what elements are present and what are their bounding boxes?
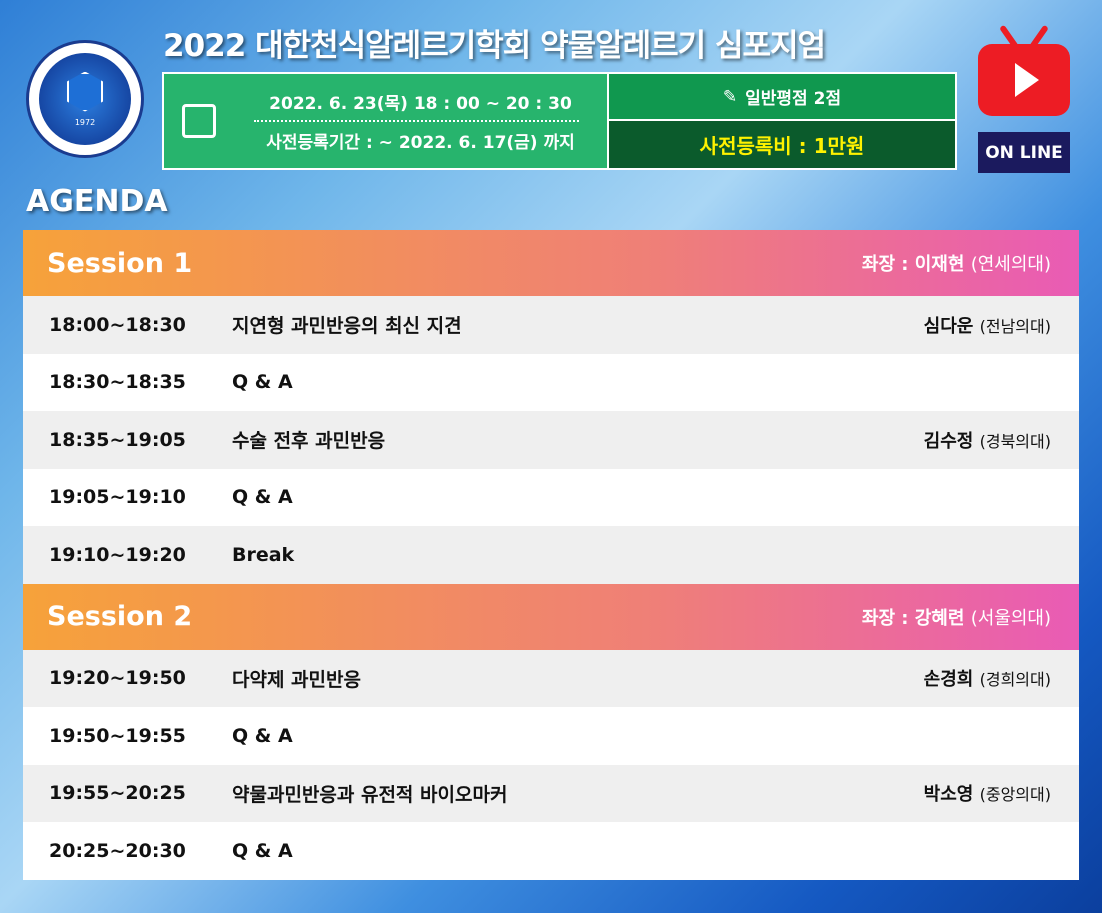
speaker: 김수정 (경북의대) <box>924 427 1051 453</box>
session-header: Session 1 좌장 : 이재현 (연세의대) <box>23 230 1079 296</box>
time-slot: 18:00~18:30 <box>49 313 186 336</box>
event-date: 2022. 6. 23(목) 18 : 00 ~ 20 : 30 <box>269 94 572 114</box>
agenda-row: 18:00~18:30 지연형 과민반응의 최신 지견 심다운 (전남의대) <box>23 296 1079 354</box>
speaker: 손경희 (경희의대) <box>924 665 1051 691</box>
online-badge: ON LINE <box>978 132 1070 173</box>
turtle-emblem-icon <box>67 71 103 112</box>
time-slot: 18:30~18:35 <box>49 371 186 394</box>
society-logo: 1972 <box>26 40 144 158</box>
topic: 약물과민반응과 유전적 바이오마커 <box>232 783 508 806</box>
agenda-row: 19:20~19:50 다약제 과민반응 손경희 (경희의대) <box>23 649 1079 707</box>
topic: Q & A <box>232 371 293 394</box>
speaker-affiliation: (전남의대) <box>979 316 1051 336</box>
speaker-affiliation: (경북의대) <box>979 431 1051 451</box>
time-slot: 19:55~20:25 <box>49 782 186 805</box>
time-slot: 19:10~19:20 <box>49 543 186 566</box>
calendar-clock-icon <box>182 104 216 138</box>
edit-icon: ✎ <box>722 86 738 107</box>
session-rows: 19:20~19:50 다약제 과민반응 손경희 (경희의대) 19:50~19:55… <box>23 649 1079 880</box>
session-rows: 18:00~18:30 지연형 과민반응의 최신 지견 심다운 (전남의대) 18:3… <box>23 296 1079 584</box>
registration-period: 사전등록기간 : ~ 2022. 6. 17(금) 까지 <box>266 133 575 153</box>
page-title: 2022 대한천식알레르기학회 약물알레르기 심포지엄 <box>163 28 826 64</box>
agenda-row: 18:35~19:05 수술 전후 과민반응 김수정 (경북의대) <box>23 411 1079 469</box>
speaker-name: 김수정 <box>923 430 974 452</box>
registration-fee: 사전등록비 : 1만원 <box>609 121 955 168</box>
session-chair: 좌장 : 이재현 (연세의대) <box>862 250 1051 276</box>
logo-year: 1972 <box>74 117 96 127</box>
session-name: Session 2 <box>47 601 193 632</box>
agenda-row: 19:05~19:10 Q & A <box>23 468 1079 526</box>
chair-name: 좌장 : 이재현 <box>861 254 965 275</box>
speaker-affiliation: (경희의대) <box>979 670 1051 690</box>
topic: 다약제 과민반응 <box>232 668 361 691</box>
credits: 일반평점 2점 <box>745 89 842 109</box>
speaker: 심다운 (전남의대) <box>924 312 1051 338</box>
speaker: 박소영 (중앙의대) <box>924 780 1051 806</box>
session-name: Session 1 <box>47 247 193 279</box>
agenda-row: 19:55~20:25 약물과민반응과 유전적 바이오마커 박소영 (중앙의대) <box>23 764 1079 822</box>
topic: Q & A <box>232 486 293 509</box>
time-slot: 19:50~19:55 <box>49 724 186 747</box>
agenda-row: 20:25~20:30 Q & A <box>23 822 1079 880</box>
topic: 지연형 과민반응의 최신 지견 <box>232 315 462 338</box>
chair-name: 좌장 : 강혜련 <box>861 607 965 629</box>
time-slot: 20:25~20:30 <box>49 839 186 862</box>
speaker-name: 박소영 <box>923 784 974 806</box>
time-slot: 19:05~19:10 <box>49 486 186 509</box>
time-slot: 18:35~19:05 <box>49 428 186 451</box>
speaker-name: 손경희 <box>923 669 974 691</box>
info-box: 2022. 6. 23(목) 18 : 00 ~ 20 : 30 사전등록기간 … <box>162 72 957 170</box>
agenda-row: 18:30~18:35 Q & A <box>23 353 1079 411</box>
play-icon <box>1015 63 1039 97</box>
agenda-table: Session 1 좌장 : 이재현 (연세의대) 18:00~18:30 지연형 과… <box>23 230 1079 880</box>
topic: Q & A <box>232 839 293 862</box>
agenda-heading: AGENDA <box>26 184 168 219</box>
topic: 수술 전후 과민반응 <box>232 430 386 453</box>
agenda-row: 19:50~19:55 Q & A <box>23 707 1079 765</box>
speaker-affiliation: (중앙의대) <box>979 785 1051 805</box>
divider <box>254 120 579 122</box>
session-header: Session 2 좌장 : 강혜련 (서울의대) <box>23 583 1079 650</box>
youtube-tv-icon <box>978 44 1070 116</box>
topic: Q & A <box>232 724 293 747</box>
time-slot: 19:20~19:50 <box>49 667 186 690</box>
agenda-row: 19:10~19:20 Break <box>23 526 1079 584</box>
topic: Break <box>232 543 295 566</box>
speaker-name: 심다운 <box>923 315 974 337</box>
chair-affiliation: (서울의대) <box>970 607 1051 629</box>
session-chair: 좌장 : 강혜련 (서울의대) <box>862 604 1051 630</box>
chair-affiliation: (연세의대) <box>970 254 1051 275</box>
